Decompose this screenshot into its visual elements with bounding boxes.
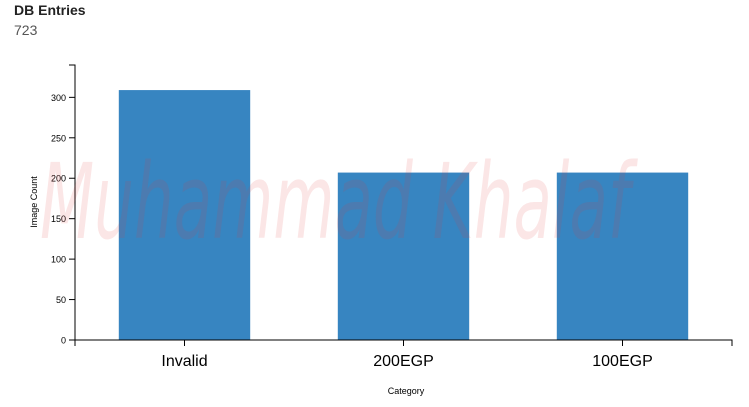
entry-count: 723	[14, 22, 38, 38]
x-tick-label: 200EGP	[373, 353, 433, 370]
y-tick-label: 200	[51, 174, 66, 184]
bar-200egp	[337, 172, 470, 340]
y-tick-label: 100	[51, 255, 66, 265]
bar-100egp	[556, 172, 689, 340]
x-tick-label: 100EGP	[592, 353, 652, 370]
chart-header: DB Entries 723	[14, 2, 86, 39]
x-axis-label: Category	[388, 386, 425, 396]
bar-group	[118, 90, 689, 340]
bar-invalid	[118, 90, 251, 340]
y-axis-line	[69, 64, 76, 341]
x-axis: Invalid 200EGP 100EGP	[74, 339, 733, 370]
chart-title: DB Entries	[14, 2, 86, 18]
y-tick-label: 0	[61, 336, 66, 346]
y-tick-label: 50	[56, 295, 66, 305]
x-tick-label: Invalid	[161, 353, 207, 370]
y-axis: 0 50 100 150 200 250 300	[51, 64, 76, 346]
y-tick-label: 300	[51, 93, 66, 103]
y-axis-label: Image Count	[29, 176, 39, 228]
y-tick-label: 150	[51, 214, 66, 224]
y-tick-label: 250	[51, 133, 66, 143]
